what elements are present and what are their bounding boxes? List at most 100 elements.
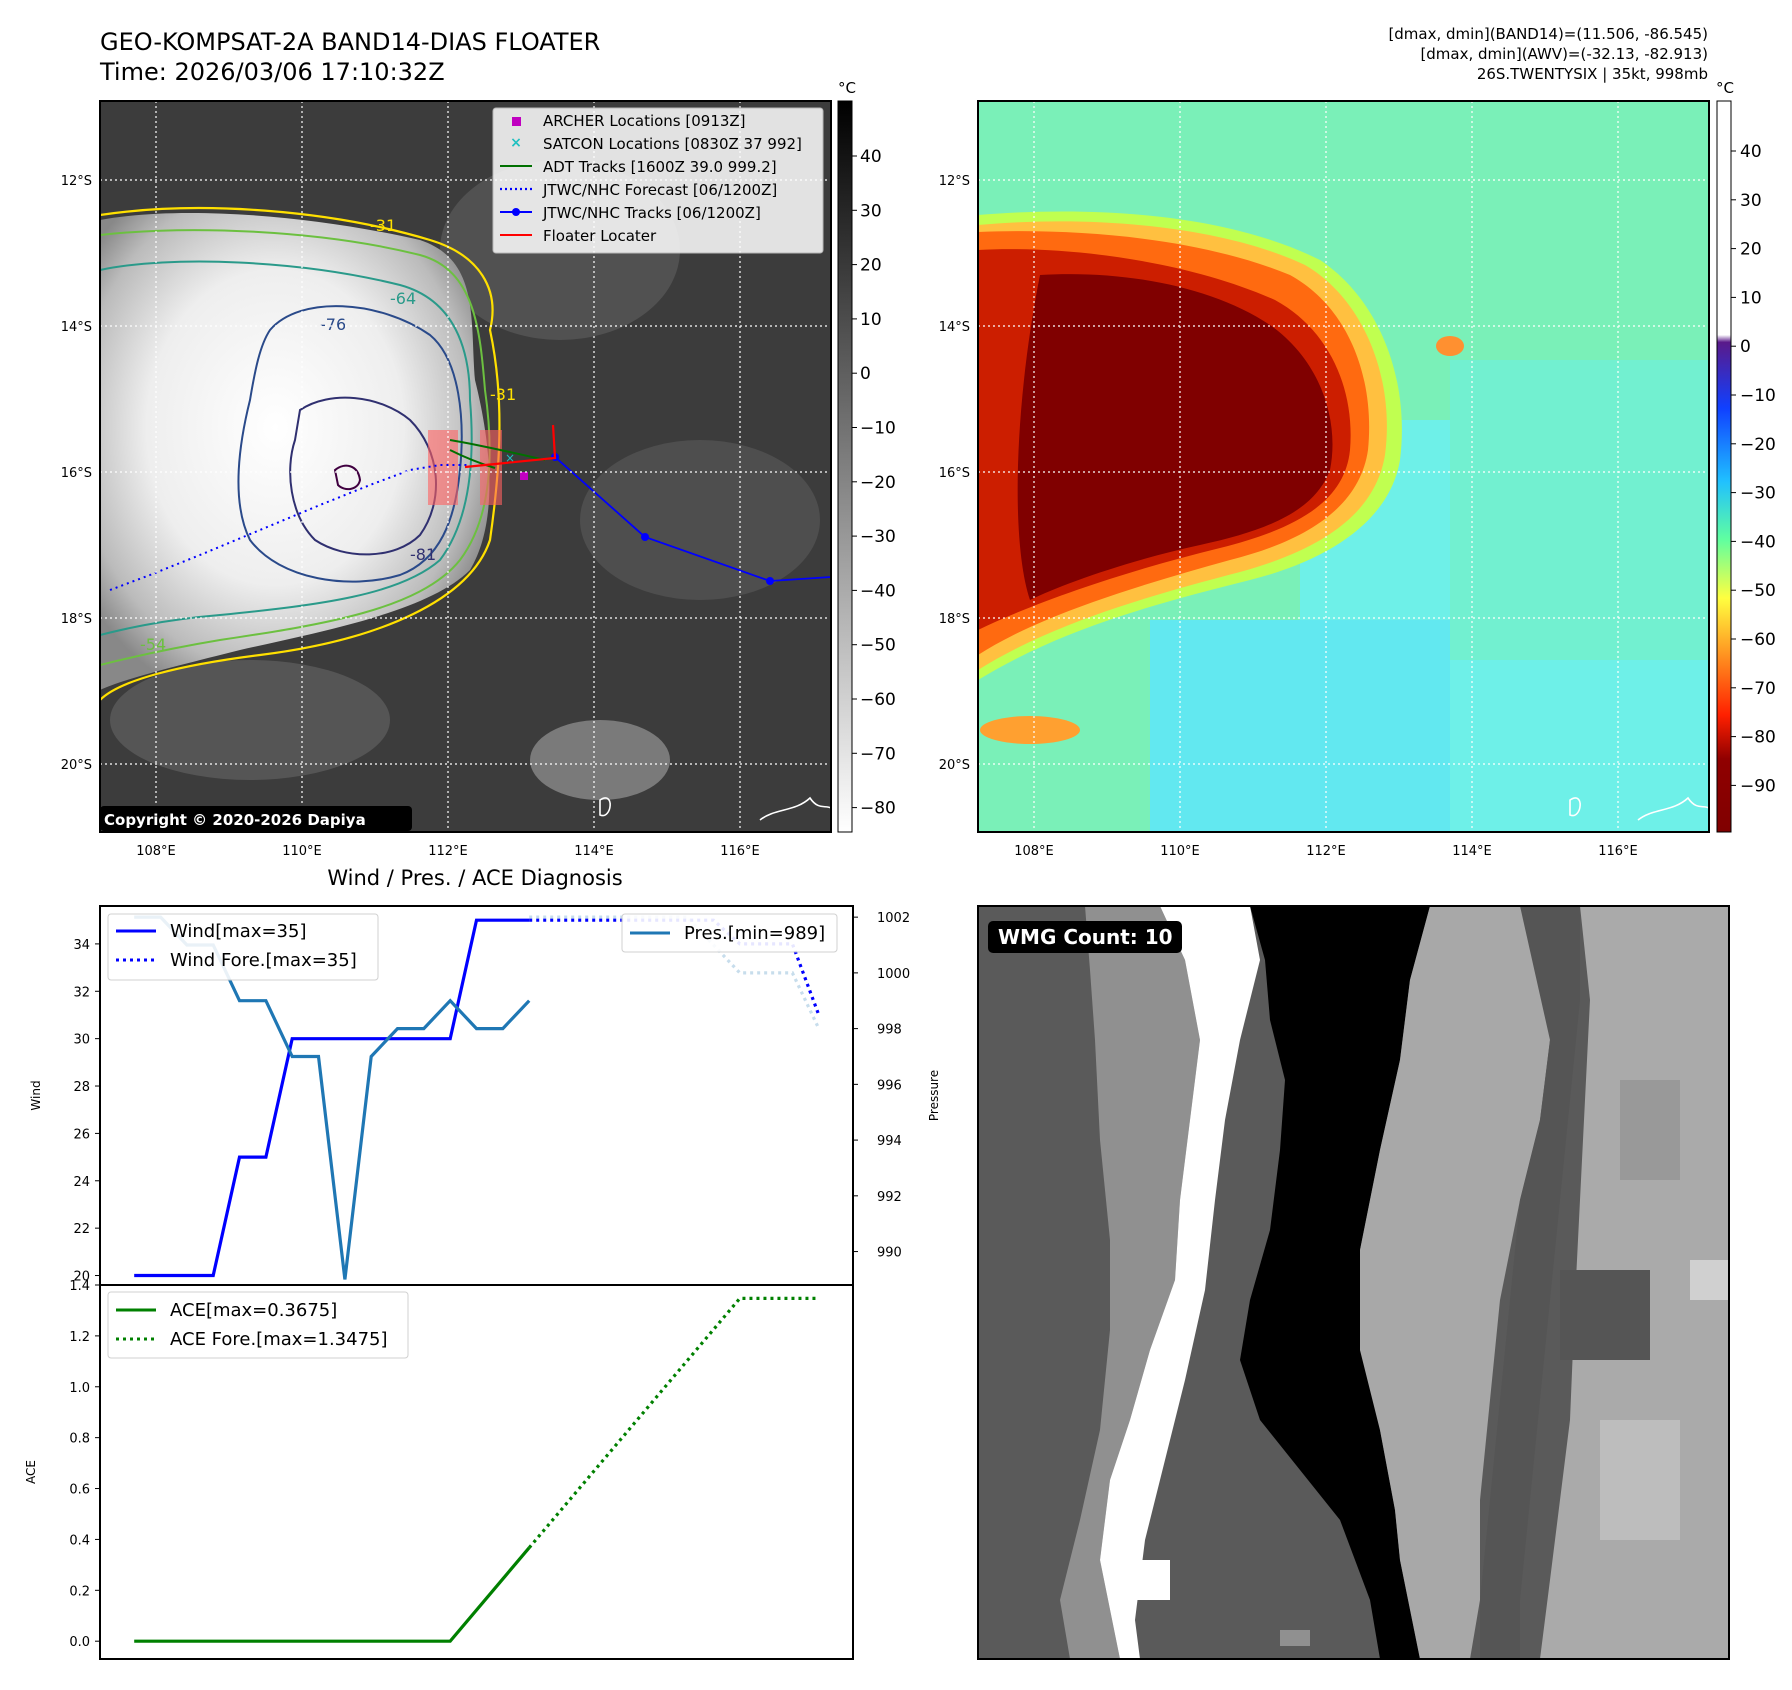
contour-label: -64 [390,289,416,308]
colorbar-label: −80 [1740,728,1776,748]
lat-label: 18°S [61,612,92,627]
y2-tick-label: 1000 [877,967,910,982]
colorbar-unit: °C [1716,79,1734,97]
lon-label: 114°E [574,844,614,859]
colorbar-label: −30 [860,527,896,547]
contour-label: -54 [140,635,166,654]
legend-archer: ARCHER Locations [0913Z] [543,112,746,130]
lon-label: 108°E [136,844,176,859]
y-tick-label: 22 [73,1222,90,1237]
colorbar-label: −60 [1740,630,1776,650]
lat-label: 14°S [61,320,92,335]
colorbar-label: 10 [1740,288,1762,308]
colorbar-label: −40 [860,581,896,601]
y2-tick-label: 992 [877,1190,902,1205]
colorbar-label: −70 [860,744,896,764]
y-tick-label: 0.4 [69,1533,90,1548]
y-tick-label: 32 [73,985,90,1000]
y2-tick-label: 994 [877,1134,902,1149]
map-legend: × ARCHER Locations [0913Z] SATCON Locati… [492,107,824,254]
colorbar-label: −10 [860,419,896,439]
lat-label: 14°S [939,320,970,335]
colorbar-label: −50 [860,636,896,656]
figure-time: Time: 2026/03/06 17:10:32Z [99,58,445,86]
ace-series-line-0 [134,1546,531,1643]
wmg-badge [988,921,1182,953]
colorbar-label: −70 [1740,679,1776,699]
copyright-badge [100,806,412,831]
lon-label: 112°E [1306,844,1346,859]
y-axis-label: Wind [29,1080,43,1110]
map-axis-labels: 108°E 110°E 112°E 114°E 116°E 12°S 14°S 16°S 18°… [61,174,1638,859]
y-tick-label: 0.8 [69,1432,90,1447]
colorbar-label: 40 [1740,142,1762,162]
colorbar-label: 0 [860,364,871,384]
lat-label: 16°S [61,466,92,481]
lon-label: 108°E [1014,844,1054,859]
wind-legend: Wind[max=35] Wind Fore.[max=35] [107,913,379,981]
band14-map-frame [99,100,832,833]
y-tick-label: 0.6 [69,1483,90,1498]
y2-axis-label: Pressure [927,1070,941,1121]
y-tick-label: 30 [73,1033,90,1048]
colorbar-label: −90 [1740,776,1776,796]
lon-label: 110°E [282,844,322,859]
y2-tick-label: 990 [877,1246,902,1261]
colorbar-label: 40 [860,147,882,167]
contour-label: -81 [410,545,436,564]
colorbar-label: −20 [860,473,896,493]
wmg-count: WMG Count: 10 [998,925,1173,949]
lat-label: 18°S [939,612,970,627]
x-marker-icon: × [510,135,522,151]
square-marker-icon [512,117,521,126]
series-line-0 [134,918,530,1278]
legend-forecast: JTWC/NHC Forecast [06/1200Z] [542,181,777,199]
legend-wind: Wind[max=35] [170,921,307,942]
colorbar-band14: °C 40 30 20 10 0 −10 −20 −30 −40 −50 −60 −70 −80 [837,79,896,833]
y-tick-label: 1.4 [69,1279,90,1294]
legend-floater: Floater Locater [543,227,657,245]
y-tick-label: 26 [73,1127,90,1142]
svg-text:×: × [505,451,515,465]
lat-label: 20°S [939,758,970,773]
lon-label: 112°E [428,844,468,859]
y-tick-label: 28 [73,1080,90,1095]
diagnosis-title: Wind / Pres. / ACE Diagnosis [327,866,622,890]
ace-chart: 0.0 0.2 0.4 0.6 0.8 1.0 1.2 1.4 ACE [24,1279,854,1660]
colorbar-awv: °C 40 30 20 10 0 −10 −20 −30 −40 −50 −60 −70 −80 −90 [1716,79,1776,833]
y-tick-label: 0.0 [69,1635,90,1650]
lat-label: 16°S [939,466,970,481]
colorbar-label: −10 [1740,386,1776,406]
y2-tick-label: 998 [877,1023,902,1038]
legend-satcon: SATCON Locations [0830Z 37 992] [543,135,802,153]
contour-label: -31 [490,385,516,404]
legend-tracks: JTWC/NHC Tracks [06/1200Z] [542,204,761,222]
y-tick-label: 20 [73,1270,90,1285]
dmax-band14: [dmax, dmin](BAND14)=(11.506, -86.545) [1388,25,1708,43]
wmg-panel-frame [977,905,1730,1660]
colorbar-unit: °C [838,79,856,97]
y-axis-label: ACE [24,1460,38,1484]
awv-map-frame [977,100,1710,833]
wmg-panel [978,906,1729,1659]
ace-series-line-1 [527,1296,819,1549]
contour-label: -31 [370,216,396,235]
colorbar-label: 20 [1740,240,1762,260]
legend-wind-fore: Wind Fore.[max=35] [170,950,357,971]
awv-map [978,101,1709,832]
lat-label: 20°S [61,758,92,773]
legend-ace: ACE[max=0.3675] [170,1300,337,1321]
ace-legend: ACE[max=0.3675] ACE Fore.[max=1.3475] [107,1291,409,1359]
dmax-awv: [dmax, dmin](AWV)=(-32.13, -82.913) [1420,45,1708,63]
colorbar-label: 10 [860,310,882,330]
colorbar-label: 20 [860,256,882,276]
y-tick-label: 1.2 [69,1330,90,1345]
colorbar-label: −80 [860,799,896,819]
lon-label: 114°E [1452,844,1492,859]
y-tick-label: 34 [73,938,90,953]
y-tick-label: 0.2 [69,1584,90,1599]
storm-info: 26S.TWENTYSIX | 35kt, 998mb [1477,65,1708,83]
legend-pressure: Pres.[min=989] [684,923,825,944]
colorbar-label: 0 [1740,337,1751,357]
colorbar-label: −40 [1740,532,1776,552]
